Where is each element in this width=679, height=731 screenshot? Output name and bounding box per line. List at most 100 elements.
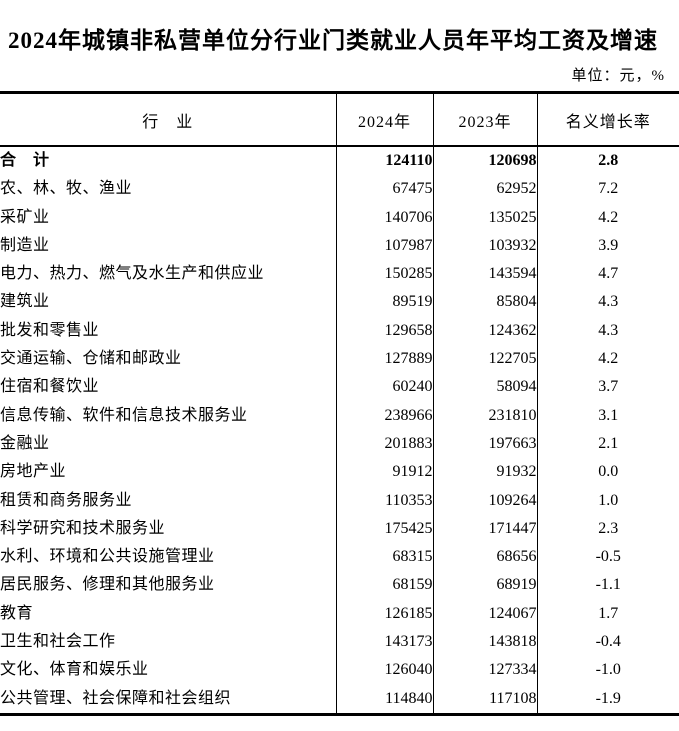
cell-growth-rate: -1.9 <box>536 684 679 715</box>
table-row: 公共管理、社会保障和社会组织 114840 117108 -1.9 <box>0 684 679 715</box>
cell-industry: 建筑业 <box>0 293 50 311</box>
cell-wage-2023: 135025 <box>432 203 537 232</box>
cell-wage-2023: 143594 <box>432 260 537 289</box>
cell-wage-2023: 109264 <box>432 486 537 515</box>
cell-wage-2023: 171447 <box>432 514 537 544</box>
table-body: 合 计 124110 120698 2.8 农、林、牧、渔业 67475 629… <box>0 146 679 715</box>
cell-wage-2024: 67475 <box>335 175 433 204</box>
cell-wage-2023: 68656 <box>432 543 537 572</box>
cell-growth-rate: 4.7 <box>536 260 679 289</box>
cell-wage-2023: 91932 <box>432 458 537 487</box>
cell-industry: 采矿业 <box>0 208 50 226</box>
table-row: 金融业 201883 197663 2.1 <box>0 429 679 459</box>
cell-wage-2024: 175425 <box>335 514 433 544</box>
cell-wage-2024: 124110 <box>335 146 433 176</box>
cell-wage-2024: 201883 <box>335 429 433 459</box>
cell-wage-2023: 231810 <box>432 401 537 430</box>
unit-note: 单位：元，% <box>571 68 665 84</box>
cell-growth-rate: 2.3 <box>536 514 679 544</box>
table-row: 水利、环境和公共设施管理业 68315 68656 -0.5 <box>0 543 679 572</box>
cell-wage-2024: 126040 <box>335 656 433 685</box>
cell-wage-2024: 143173 <box>335 628 433 657</box>
cell-growth-rate: 2.8 <box>536 146 679 176</box>
cell-industry: 教育 <box>0 604 34 622</box>
table-row: 制造业 107987 103932 3.9 <box>0 231 679 261</box>
table-row: 信息传输、软件和信息技术服务业 238966 231810 3.1 <box>0 401 679 430</box>
page-title: 2024年城镇非私营单位分行业门类就业人员年平均工资及增速 <box>8 28 658 53</box>
cell-growth-rate: 1.7 <box>536 599 679 629</box>
cell-growth-rate: 0.0 <box>536 458 679 487</box>
table-row: 卫生和社会工作 143173 143818 -0.4 <box>0 628 679 657</box>
cell-growth-rate: 3.9 <box>536 231 679 261</box>
cell-industry: 制造业 <box>0 236 50 254</box>
column-header-nominal-growth: 名义增长率 <box>536 92 679 147</box>
cell-growth-rate: 4.2 <box>536 345 679 374</box>
wage-table: 行 业 2024年 2023年 名义增长率 合 计 124110 120698 … <box>0 91 679 716</box>
cell-wage-2023: 197663 <box>432 429 537 459</box>
table-row: 电力、热力、燃气及水生产和供应业 150285 143594 4.7 <box>0 260 679 289</box>
cell-wage-2024: 89519 <box>335 288 433 317</box>
cell-wage-2024: 68159 <box>335 571 433 600</box>
cell-wage-2024: 114840 <box>335 684 433 715</box>
cell-wage-2024: 126185 <box>335 599 433 629</box>
cell-wage-2023: 103932 <box>432 231 537 261</box>
cell-industry: 租赁和商务服务业 <box>0 491 133 509</box>
cell-industry: 电力、热力、燃气及水生产和供应业 <box>0 265 265 283</box>
cell-industry: 卫生和社会工作 <box>0 633 116 651</box>
cell-wage-2024: 110353 <box>335 486 433 515</box>
table-row: 批发和零售业 129658 124362 4.3 <box>0 316 679 346</box>
column-header-industry: 行 业 <box>0 92 336 147</box>
table-row: 科学研究和技术服务业 175425 171447 2.3 <box>0 514 679 544</box>
cell-wage-2024: 91912 <box>335 458 433 487</box>
cell-industry: 农、林、牧、渔业 <box>0 180 133 198</box>
cell-growth-rate: 4.2 <box>536 203 679 232</box>
table-header-row: 行 业 2024年 2023年 名义增长率 <box>0 92 679 147</box>
cell-industry: 公共管理、社会保障和社会组织 <box>0 689 232 707</box>
cell-industry: 合 计 <box>0 152 50 169</box>
cell-industry: 文化、体育和娱乐业 <box>0 661 149 679</box>
cell-industry: 交通运输、仓储和邮政业 <box>0 350 182 368</box>
table-row: 建筑业 89519 85804 4.3 <box>0 288 679 317</box>
column-header-2023: 2023年 <box>432 92 537 147</box>
cell-wage-2023: 117108 <box>432 684 537 715</box>
cell-wage-2023: 122705 <box>432 345 537 374</box>
cell-industry: 科学研究和技术服务业 <box>0 519 166 537</box>
cell-growth-rate: 2.1 <box>536 429 679 459</box>
cell-industry: 水利、环境和公共设施管理业 <box>0 548 215 566</box>
cell-industry: 信息传输、软件和信息技术服务业 <box>0 406 248 424</box>
table-row: 房地产业 91912 91932 0.0 <box>0 458 679 487</box>
cell-industry: 居民服务、修理和其他服务业 <box>0 576 215 594</box>
cell-wage-2024: 238966 <box>335 401 433 430</box>
table-row: 居民服务、修理和其他服务业 68159 68919 -1.1 <box>0 571 679 600</box>
cell-wage-2023: 68919 <box>432 571 537 600</box>
table-row: 采矿业 140706 135025 4.2 <box>0 203 679 232</box>
table-row: 合 计 124110 120698 2.8 <box>0 146 679 176</box>
cell-wage-2023: 85804 <box>432 288 537 317</box>
cell-wage-2023: 143818 <box>432 628 537 657</box>
cell-industry: 房地产业 <box>0 463 67 481</box>
table-row: 教育 126185 124067 1.7 <box>0 599 679 629</box>
cell-wage-2023: 124067 <box>432 599 537 629</box>
cell-wage-2024: 150285 <box>335 260 433 289</box>
cell-growth-rate: 1.0 <box>536 486 679 515</box>
table-row: 农、林、牧、渔业 67475 62952 7.2 <box>0 175 679 204</box>
cell-wage-2023: 120698 <box>432 146 537 176</box>
column-header-2024: 2024年 <box>335 92 433 147</box>
table-row: 住宿和餐饮业 60240 58094 3.7 <box>0 373 679 402</box>
table-row: 租赁和商务服务业 110353 109264 1.0 <box>0 486 679 515</box>
cell-wage-2023: 58094 <box>432 373 537 402</box>
cell-growth-rate: -0.4 <box>536 628 679 657</box>
cell-growth-rate: 7.2 <box>536 175 679 204</box>
cell-wage-2024: 107987 <box>335 231 433 261</box>
cell-growth-rate: -1.0 <box>536 656 679 685</box>
cell-industry: 住宿和餐饮业 <box>0 378 100 396</box>
table-row: 文化、体育和娱乐业 126040 127334 -1.0 <box>0 656 679 685</box>
cell-wage-2024: 68315 <box>335 543 433 572</box>
cell-wage-2023: 124362 <box>432 316 537 346</box>
cell-industry: 金融业 <box>0 434 50 452</box>
cell-wage-2024: 60240 <box>335 373 433 402</box>
cell-wage-2024: 129658 <box>335 316 433 346</box>
cell-wage-2024: 127889 <box>335 345 433 374</box>
cell-growth-rate: 3.7 <box>536 373 679 402</box>
